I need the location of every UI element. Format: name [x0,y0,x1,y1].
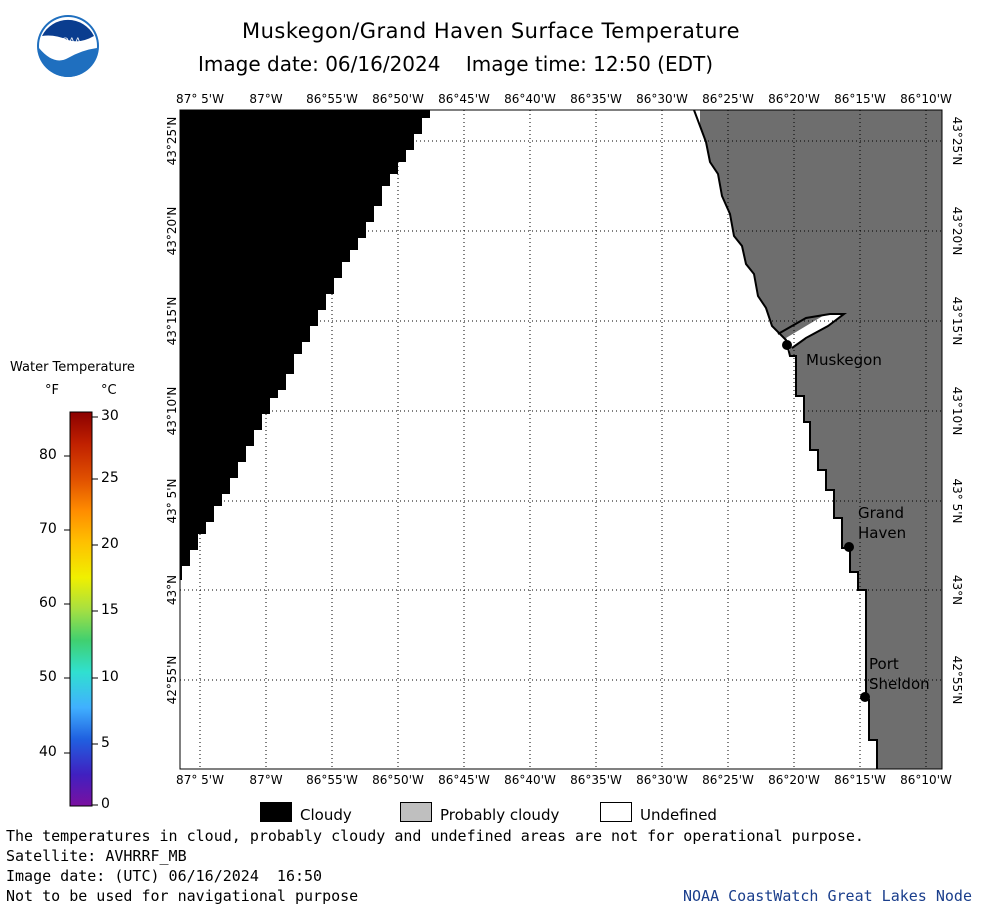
city-label-port-sheldon: Port Sheldon [869,655,930,693]
legend-tick-c: 30 [101,408,119,424]
lon-label-bottom: 86°40'W [504,773,556,787]
key-swatch-cloudy [260,802,292,822]
lon-label-bottom: 86°35'W [570,773,622,787]
lat-label-right: 43°15'N [950,296,964,346]
footer-note: The temperatures in cloud, probably clou… [6,827,864,845]
legend-tick-f: 60 [39,595,57,611]
lon-label-top: 86°30'W [636,92,688,106]
grand-haven-marker [844,542,854,552]
page-title: Muskegon/Grand Haven Surface Temperature [241,19,741,43]
image-time: Image time: 12:50 (EDT) [465,52,714,76]
lon-label-top: 86°35'W [570,92,622,106]
lat-label-left: 43° 5'N [165,478,179,524]
lon-label-bottom: 87°W [249,773,283,787]
shoreline [693,109,878,769]
footer-satellite: Satellite: AVHRRF_MB [6,847,187,865]
legend-tick-f: 50 [39,669,57,685]
city-label-grand-haven: Grand Haven [858,504,907,542]
muskegon-channel [786,314,842,348]
lat-label-right: 43°25'N [950,116,964,166]
map-frame [179,109,943,770]
image-date: Image date: 06/16/2024 [198,52,441,76]
image-datetime: Image date: 06/16/2024 Image time: 12:50… [198,52,713,76]
legend-title: Water Temperature [10,360,135,375]
lon-label-top: 86°55'W [306,92,358,106]
lat-label-left: 43°25'N [165,116,179,166]
key-label-undefined: Undefined [640,806,717,824]
legend-tick-c: 20 [101,536,119,552]
legend-tick-c: 10 [101,669,119,685]
lon-label-top: 86°50'W [372,92,424,106]
legend-tick-c: 15 [101,602,119,618]
legend-tick-f: 70 [39,521,57,537]
logo-text: NOAA [55,36,81,46]
lat-label-right: 43°20'N [950,206,964,256]
lon-label-top: 86°25'W [702,92,754,106]
lat-label-left: 43°N [165,574,179,606]
colorbar-ticks [64,416,98,806]
gridlines [180,110,942,769]
lon-label-bottom: 86°10'W [900,773,952,787]
lat-label-right: 43° 5'N [950,478,964,524]
lon-label-top: 87° 5'W [176,92,224,106]
channel-outline [777,313,847,349]
lat-label-right: 43°N [950,574,964,606]
legend-tick-c: 25 [101,470,119,486]
lon-label-top: 86°10'W [900,92,952,106]
lon-label-bottom: 86°45'W [438,773,490,787]
cloudy-region [180,110,430,580]
legend-tick-c: 5 [101,735,110,751]
key-label-cloudy: Cloudy [300,806,352,824]
lat-label-left: 43°20'N [165,206,179,256]
port-sheldon-marker [860,692,870,702]
key-swatch-undefined [600,802,632,822]
key-swatch-probably-cloudy [400,802,432,822]
legend-tick-f: 80 [39,447,57,463]
lon-label-bottom: 86°15'W [834,773,886,787]
legend-unit-f: °F [45,383,59,398]
lon-label-bottom: 86°25'W [702,773,754,787]
lon-label-bottom: 86°20'W [768,773,820,787]
lon-label-bottom: 86°55'W [306,773,358,787]
footer-utc-date: Image date: (UTC) 06/16/2024 16:50 [6,867,323,885]
lat-label-right: 43°10'N [950,386,964,436]
legend-tick-c: 0 [101,796,110,812]
lat-label-left: 43°15'N [165,296,179,346]
legend-unit-c: °C [101,383,117,398]
lat-label-left: 42°55'N [165,655,179,705]
land-region [700,110,942,769]
legend-tick-f: 40 [39,744,57,760]
lon-label-bottom: 86°50'W [372,773,424,787]
colorbar [69,411,93,807]
noaa-logo: NOAA [37,15,99,77]
footer-credit: NOAA CoastWatch Great Lakes Node [683,887,972,905]
key-label-probably-cloudy: Probably cloudy [440,806,560,824]
muskegon-marker [782,340,792,350]
lat-label-left: 43°10'N [165,386,179,436]
footer-nav-warning: Not to be used for navigational purpose [6,887,359,905]
lon-label-top: 86°15'W [834,92,886,106]
lon-label-top: 86°20'W [768,92,820,106]
lat-label-right: 42°55'N [950,655,964,705]
lon-label-bottom: 86°30'W [636,773,688,787]
city-label-muskegon: Muskegon [806,351,882,369]
lon-label-top: 86°40'W [504,92,556,106]
lon-label-top: 87°W [249,92,283,106]
lon-label-top: 86°45'W [438,92,490,106]
lon-label-bottom: 87° 5'W [176,773,224,787]
